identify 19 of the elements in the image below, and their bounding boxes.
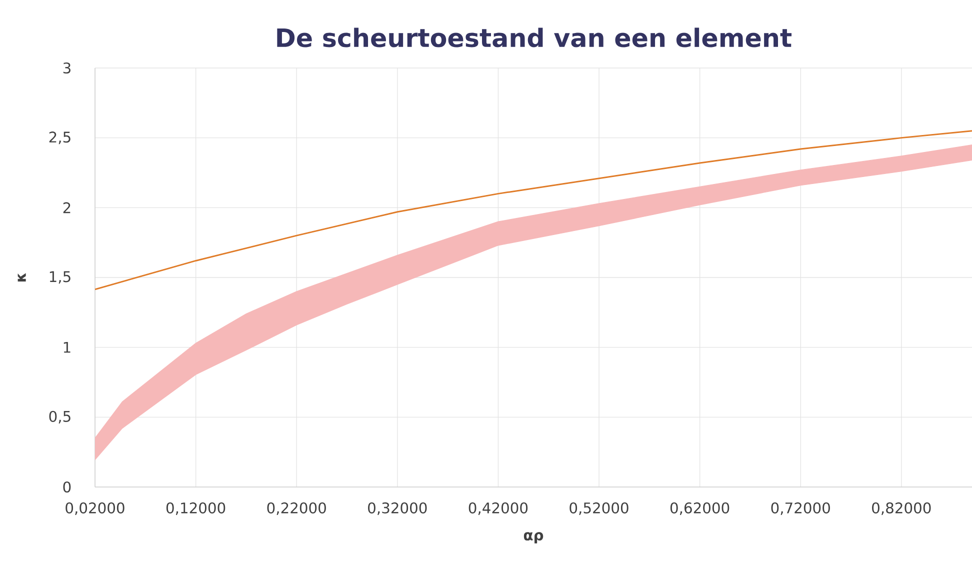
x-tick-label: 0,52000 [570, 502, 628, 515]
y-tick-label: 3 [63, 62, 70, 74]
y-axis-title: κ [18, 273, 26, 282]
x-axis-title: αρ [524, 532, 544, 544]
y-tick-label: 0,5 [49, 410, 70, 424]
y-tick-label: 1,5 [50, 271, 70, 284]
y-tick-label: 2 [63, 202, 70, 214]
x-tick-label: 0,02000 [66, 502, 124, 515]
y-tick-label: 1 [64, 342, 70, 353]
x-tick-label: 0,72000 [771, 502, 830, 515]
chart-title: De scheurtoestand van een element [277, 28, 792, 48]
y-tick-label: 2,5 [49, 132, 70, 144]
x-tick-label: 0,12000 [166, 502, 226, 515]
x-tick-label: 0,82000 [872, 502, 931, 515]
x-tick-label: 0,42000 [468, 502, 528, 515]
y-tick-label: 0 [63, 481, 71, 493]
x-tick-label: 0,22000 [267, 502, 326, 515]
x-tick-label: 0,62000 [670, 502, 730, 515]
x-tick-label: 0,32000 [368, 502, 427, 515]
